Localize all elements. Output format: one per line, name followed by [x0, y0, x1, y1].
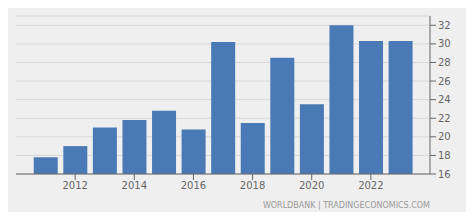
svg-text:2012: 2012	[62, 180, 87, 191]
svg-text:2018: 2018	[240, 180, 265, 191]
svg-text:18: 18	[438, 150, 451, 161]
svg-text:30: 30	[438, 38, 451, 49]
html-text:WORLDBANK | TRADINGECONOMICS.C: WORLDBANK | TRADINGECONOMICS.COM	[262, 201, 430, 210]
svg-text:28: 28	[438, 57, 451, 68]
svg-text:24: 24	[438, 94, 451, 105]
svg-text:2020: 2020	[299, 180, 324, 191]
svg-text:2022: 2022	[358, 180, 383, 191]
svg-text:26: 26	[438, 76, 451, 87]
svg-text:22: 22	[438, 113, 451, 124]
svg-text:2014: 2014	[122, 180, 147, 191]
svg-text:2016: 2016	[181, 180, 206, 191]
svg-text:20: 20	[438, 131, 451, 142]
svg-text:16: 16	[438, 169, 451, 180]
svg-text:32: 32	[438, 20, 451, 31]
